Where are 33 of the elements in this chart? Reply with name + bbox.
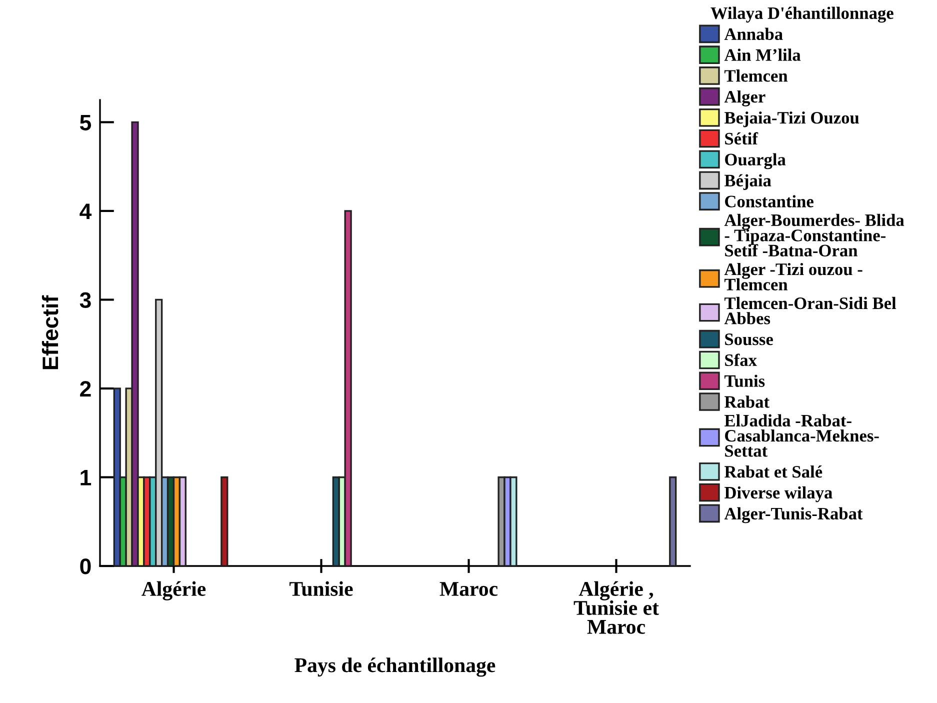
legend-label: Alger-Boumerdes- Blida - Tipaza-Constantine- Setif -Batna-Oran	[724, 214, 904, 256]
x-tick-label: Tunisie	[290, 581, 353, 596]
legend-label: Constantine	[725, 195, 814, 208]
legend-label: Alger-Tunis-Rabat	[724, 507, 863, 524]
legend-label: ElJadida -Rabat- Casablanca-Meknes- Settat	[724, 414, 879, 457]
legend-label: Ain M’lila	[724, 48, 801, 61]
x-tick-label: Maroc	[440, 582, 498, 596]
x-tick-label: Algérie , Tunisie et Maroc	[574, 581, 659, 634]
legend-label: Diverse wilaya	[724, 486, 832, 502]
legend-label: Bejaia-Tizi Ouzou	[724, 111, 859, 128]
legend-label: Alger	[724, 90, 766, 106]
legend-title: Wilaya D'éhantillonnage	[710, 6, 894, 23]
legend-label: Rabat	[724, 396, 770, 408]
y-tick-label: 5	[80, 114, 92, 130]
legend-label: Sfax	[725, 354, 757, 366]
legend-label: Ouargla	[725, 153, 786, 170]
legend-label: Sétif	[725, 132, 758, 145]
y-tick-label: 3	[80, 292, 91, 308]
legend-label: Béjaia	[724, 174, 772, 190]
legend-label: Sousse	[725, 334, 773, 346]
legend-label: Tlemcen	[724, 70, 788, 82]
y-tick-label: 4	[80, 204, 92, 220]
legend-label: Tlemcen-Oran-Sidi Bel Abbes	[724, 296, 896, 324]
y-tick-label: 1	[80, 470, 92, 486]
y-tick-label: 2	[80, 381, 91, 397]
legend-label: Alger -Tizi ouzou - Tlemcen	[724, 262, 862, 290]
legend-label: Annaba	[724, 28, 783, 40]
y-tick-label: 0	[80, 558, 91, 574]
x-axis-title: Pays de échantillonage	[294, 658, 496, 677]
legend-label: Rabat et Salé	[724, 465, 822, 478]
legend-label: Tunis	[724, 374, 765, 387]
y-axis-title: Effectif	[42, 295, 58, 370]
x-tick-label: Algérie	[142, 581, 206, 600]
